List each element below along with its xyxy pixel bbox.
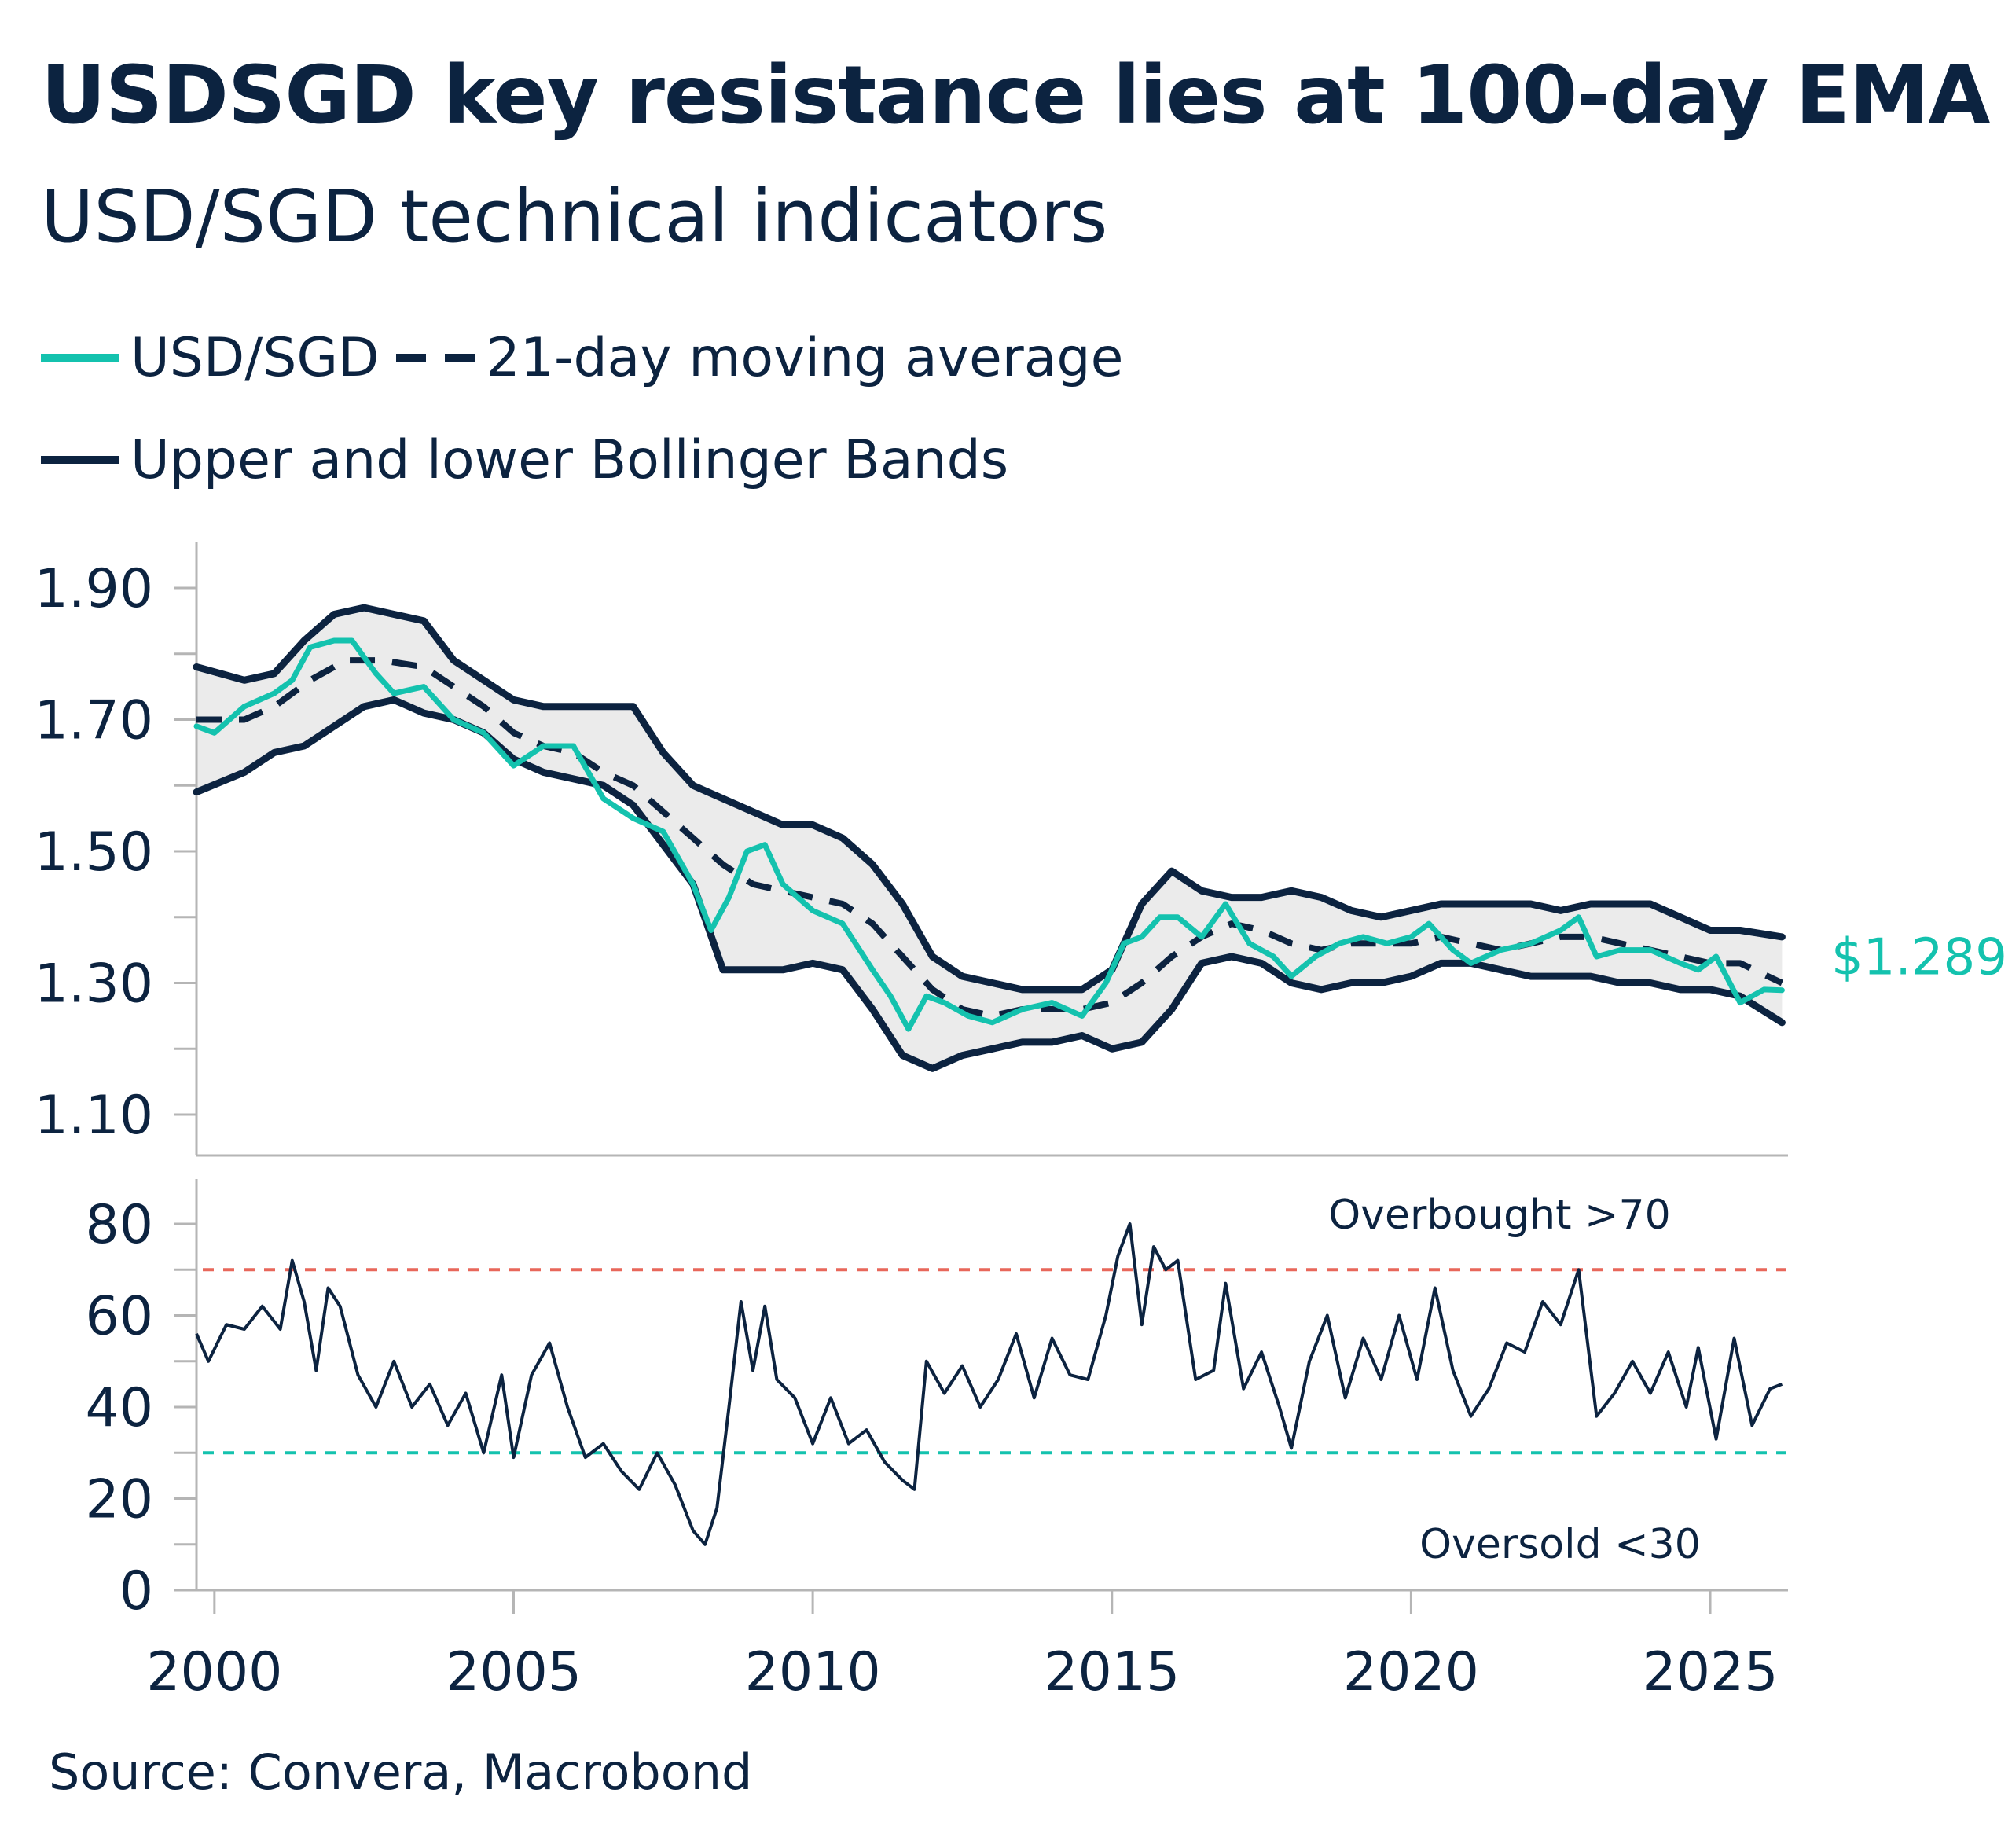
chart-subtitle: USD/SGD technical indicators	[41, 175, 1108, 259]
price-y-tick-label: 1.90	[35, 558, 153, 620]
price-y-tick-label: 1.70	[35, 690, 153, 752]
chart-title: USDSGD key resistance lies at 100-day EM…	[41, 49, 1990, 142]
source-note: Source: Convera, Macrobond	[49, 1743, 753, 1801]
rsi-y-tick-label: 40	[85, 1377, 153, 1439]
legend-bands-label: Upper and lower Bollinger Bands	[130, 428, 1009, 491]
x-tick-label: 2020	[1343, 1641, 1479, 1703]
legend-ma21-swatch	[396, 354, 475, 362]
overbought-annotation: Overbought >70	[1328, 1192, 1670, 1239]
upper-bollinger-band-line	[193, 604, 1786, 994]
rsi-line	[195, 1222, 1783, 1546]
price-y-tick-label: 1.30	[35, 953, 153, 1016]
rsi-y-tick-label: 0	[119, 1560, 153, 1622]
legend-row-1: USD/SGD 21-day moving average	[41, 318, 1123, 397]
bollinger-band-fill	[196, 608, 1783, 1069]
legend-row-2: Upper and lower Bollinger Bands	[41, 421, 1008, 499]
usdsgd-line	[193, 637, 1785, 1032]
x-tick-label: 2000	[146, 1641, 282, 1703]
moving-average-21-line	[196, 657, 1784, 1020]
rsi-y-tick-label: 60	[85, 1286, 153, 1348]
price-y-tick-label: 1.10	[35, 1085, 153, 1147]
x-tick-label: 2015	[1044, 1641, 1180, 1703]
x-tick-label: 2005	[446, 1641, 582, 1703]
legend-usdsgd-label: USD/SGD	[130, 326, 380, 389]
x-tick-label: 2025	[1643, 1641, 1779, 1703]
price-y-tick-label: 1.50	[35, 821, 153, 884]
oversold-annotation: Oversold <30	[1419, 1521, 1701, 1568]
x-tick-label: 2010	[745, 1641, 881, 1703]
rsi-y-tick-label: 20	[85, 1469, 153, 1531]
last-value-label: $1.289	[1831, 929, 2007, 987]
rsi-y-tick-label: 80	[85, 1194, 153, 1256]
legend-bands-swatch	[41, 456, 119, 464]
legend-ma21-label: 21-day moving average	[486, 326, 1124, 389]
legend-usdsgd-swatch	[41, 354, 119, 362]
